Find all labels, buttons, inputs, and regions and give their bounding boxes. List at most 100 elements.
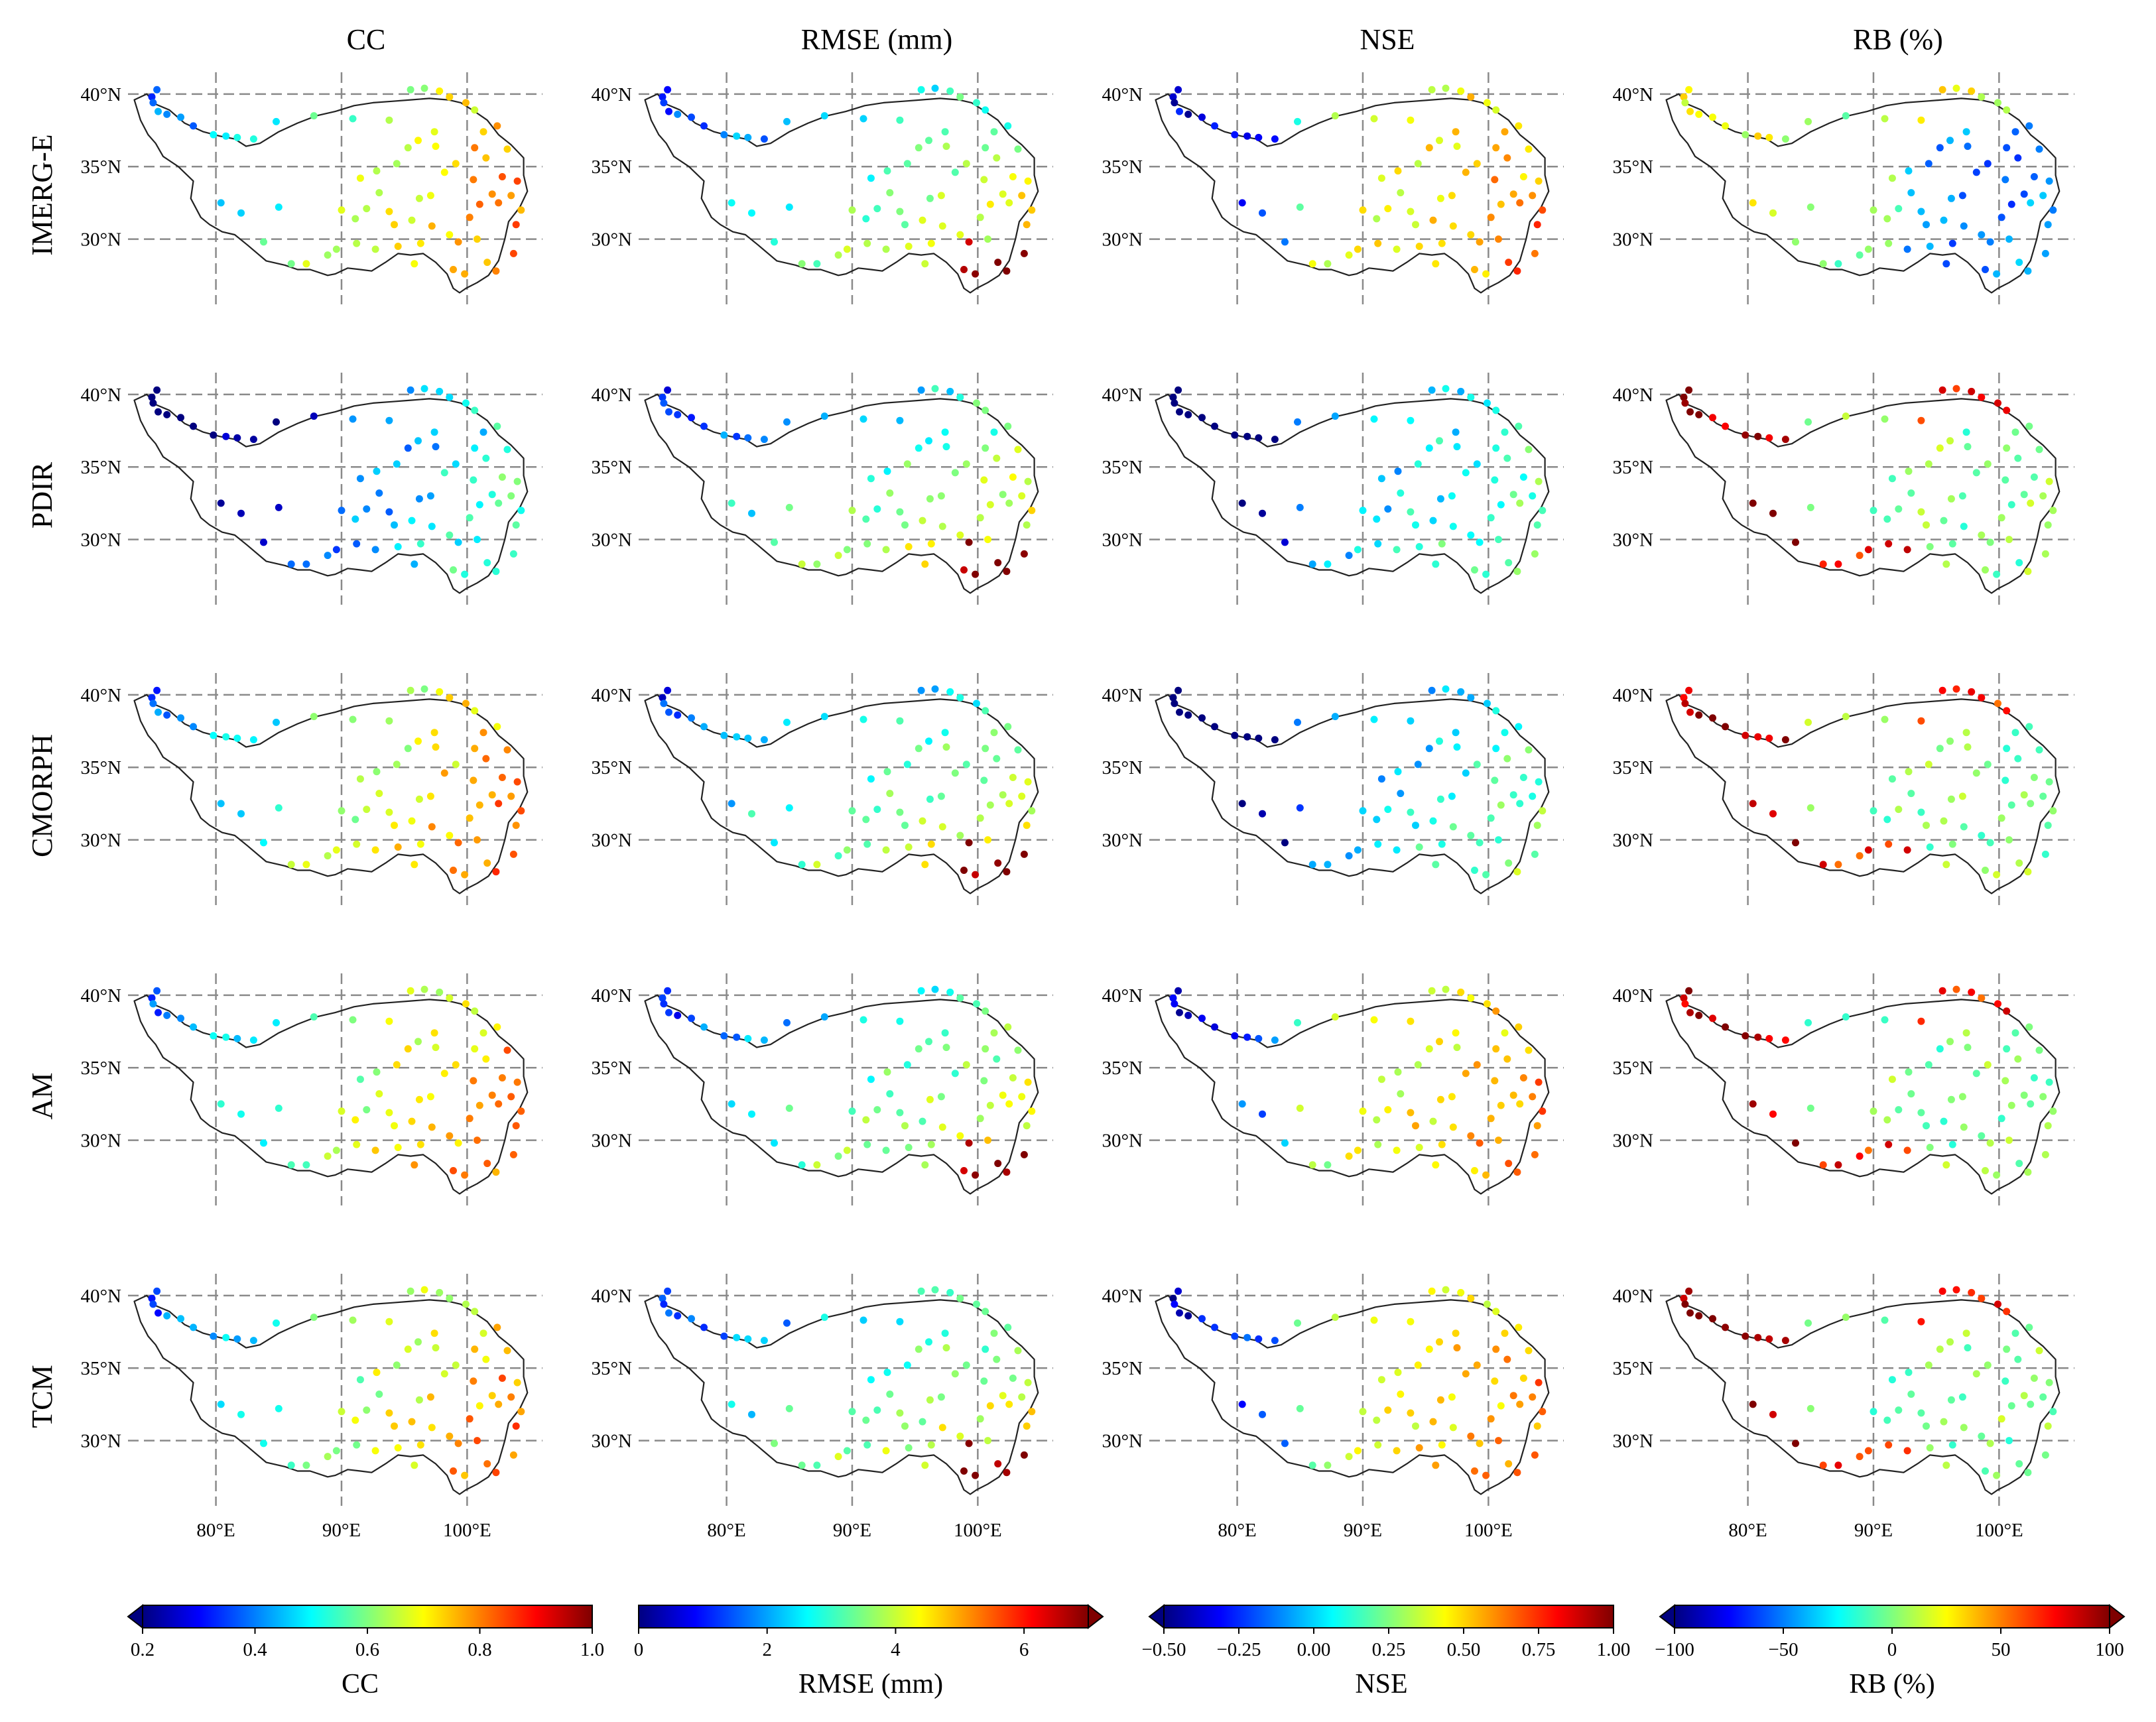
station-point — [1467, 231, 1475, 239]
station-point — [915, 444, 922, 452]
station-point — [1905, 1068, 1913, 1076]
station-point — [1407, 1409, 1415, 1417]
station-point — [461, 1171, 469, 1179]
station-point — [2041, 1150, 2049, 1158]
station-point — [1436, 194, 1444, 202]
station-point — [332, 846, 340, 854]
station-point — [931, 1286, 939, 1294]
station-point — [982, 707, 989, 715]
station-point — [411, 1161, 418, 1169]
station-point — [1377, 1376, 1385, 1384]
station-point — [980, 176, 988, 184]
station-point — [1681, 399, 1689, 407]
station-point — [483, 259, 491, 267]
station-point — [1986, 1440, 1994, 1447]
station-point — [927, 239, 935, 247]
station-point — [1539, 206, 1547, 214]
station-point — [1174, 987, 1182, 995]
station-point — [407, 386, 414, 394]
station-point — [660, 1000, 668, 1008]
station-point — [1807, 503, 1814, 511]
station-point — [149, 700, 157, 707]
station-point — [1482, 1171, 1490, 1179]
lon-tick-label: 90°E — [833, 1520, 871, 1541]
station-point — [976, 814, 984, 822]
station-point — [338, 507, 346, 515]
station-point — [446, 1432, 454, 1440]
station-point — [332, 1146, 340, 1154]
station-point — [674, 410, 682, 418]
station-point — [744, 734, 752, 742]
station-point — [1516, 1100, 1524, 1108]
station-point — [785, 503, 793, 511]
station-point — [1174, 686, 1182, 694]
station-point — [2005, 235, 2013, 243]
station-point — [1009, 1074, 1017, 1081]
station-point — [941, 1329, 949, 1337]
station-point — [1997, 1415, 2005, 1423]
station-point — [862, 816, 870, 824]
station-point — [720, 131, 728, 139]
colorbar-tick-label: −100 — [1655, 1639, 1694, 1660]
station-point — [1972, 168, 1980, 176]
station-point — [1384, 1106, 1392, 1114]
station-point — [744, 133, 752, 141]
station-point — [210, 131, 218, 139]
station-point — [1308, 1461, 1316, 1469]
station-point — [965, 1440, 973, 1447]
station-point — [917, 86, 925, 93]
station-point — [2001, 1377, 2009, 1385]
station-point — [310, 112, 318, 120]
station-point — [926, 1396, 934, 1404]
station-point — [956, 393, 964, 401]
station-point — [1792, 238, 1799, 246]
lat-tick-label: 30°N — [1102, 1431, 1143, 1452]
station-point — [513, 477, 521, 485]
station-point — [1870, 1107, 1877, 1115]
lat-tick-label: 30°N — [591, 1131, 632, 1152]
station-point — [260, 1139, 267, 1147]
station-point — [1003, 868, 1011, 876]
station-point — [1374, 1441, 1382, 1449]
station-point — [1842, 1314, 1850, 1322]
station-point — [450, 566, 457, 574]
station-point — [1452, 1329, 1460, 1337]
station-point — [1394, 1369, 1402, 1377]
station-point — [946, 1288, 954, 1296]
station-point — [984, 235, 991, 243]
station-point — [1962, 1029, 1970, 1037]
station-point — [798, 560, 806, 568]
colorbar-tick-label: 50 — [1992, 1639, 2011, 1660]
station-point — [1515, 122, 1523, 130]
station-point — [1539, 807, 1547, 815]
station-point — [1171, 700, 1178, 707]
plateau-boundary — [644, 994, 1039, 1195]
station-point — [1415, 1444, 1423, 1451]
station-point — [1432, 1461, 1440, 1469]
station-point — [2039, 492, 2047, 500]
station-point — [287, 560, 295, 568]
station-point — [1004, 122, 1012, 130]
station-point — [1942, 861, 1950, 869]
station-point — [1491, 176, 1499, 184]
station-point — [917, 987, 925, 995]
station-point — [951, 769, 959, 777]
station-point — [2005, 836, 2013, 844]
station-point — [1695, 711, 1703, 719]
station-point — [1425, 144, 1433, 152]
lat-tick-label: 35°N — [80, 1058, 121, 1079]
station-point — [495, 1400, 503, 1408]
station-point — [1888, 1076, 1896, 1083]
station-point — [813, 861, 821, 869]
station-point — [1978, 1432, 1986, 1440]
station-point — [785, 203, 793, 211]
station-point — [1754, 1033, 1762, 1041]
station-point — [222, 1033, 230, 1041]
station-point — [973, 1000, 980, 1008]
station-point — [1962, 1329, 1970, 1337]
station-point — [1503, 755, 1511, 763]
lat-tick-label: 35°N — [591, 457, 632, 478]
station-point — [310, 412, 318, 420]
station-point — [1903, 1447, 1911, 1455]
station-point — [1982, 1467, 1989, 1475]
